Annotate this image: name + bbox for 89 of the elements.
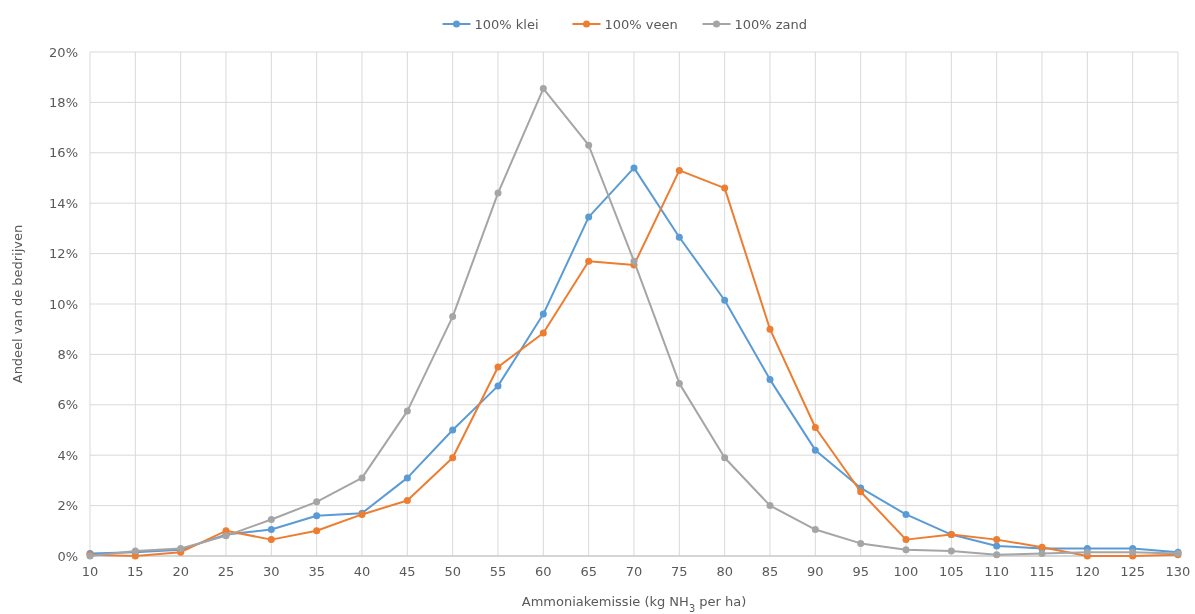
- point: [585, 141, 593, 149]
- point: [947, 547, 955, 555]
- y-tick-label: 4%: [57, 447, 78, 463]
- point: [539, 310, 547, 318]
- point: [267, 526, 275, 534]
- point: [267, 536, 275, 544]
- point: [721, 454, 729, 462]
- point: [630, 164, 638, 172]
- point: [313, 512, 321, 520]
- point: [449, 313, 457, 321]
- point: [585, 257, 593, 265]
- x-tick-label: 80: [716, 564, 733, 579]
- point: [811, 526, 819, 534]
- x-tick-label: 15: [127, 564, 144, 579]
- point: [267, 515, 275, 523]
- y-tick-label: 6%: [57, 397, 78, 413]
- point: [403, 474, 411, 482]
- point: [358, 474, 366, 482]
- x-tick-label: 55: [489, 564, 507, 579]
- point: [766, 502, 774, 510]
- x-tick-label: 30: [263, 564, 280, 579]
- y-tick-label: 14%: [49, 195, 78, 211]
- x-tick-label: 100: [893, 564, 919, 579]
- y-tick-label: 20%: [49, 44, 78, 60]
- point: [902, 510, 910, 518]
- x-tick-label: 115: [1029, 564, 1055, 579]
- x-tick-label: 40: [353, 564, 371, 579]
- point: [449, 426, 457, 434]
- point: [539, 329, 547, 337]
- point: [403, 407, 411, 415]
- y-axis-title: Andeel van de bedrijven: [10, 224, 25, 384]
- y-tick-label: 16%: [49, 145, 78, 161]
- point: [721, 184, 729, 192]
- legend-label: 100% veen: [604, 16, 678, 32]
- point: [811, 446, 819, 454]
- point: [494, 382, 502, 390]
- point: [494, 363, 502, 371]
- point: [1038, 549, 1046, 557]
- point: [630, 257, 638, 265]
- x-tick-label: 85: [761, 564, 779, 579]
- point: [1083, 548, 1091, 556]
- point: [811, 423, 819, 431]
- x-tick-label: 75: [671, 564, 688, 579]
- point: [403, 497, 411, 505]
- x-tick-label: 10: [81, 564, 99, 579]
- point: [766, 376, 774, 384]
- x-tick-label: 60: [535, 564, 552, 579]
- point: [857, 488, 865, 496]
- point: [313, 527, 321, 535]
- point: [1129, 548, 1137, 556]
- x-tick-label: 35: [308, 564, 325, 579]
- legend-label: 100% klei: [474, 16, 539, 32]
- point: [721, 296, 729, 304]
- y-tick-label: 10%: [49, 296, 78, 312]
- point: [902, 546, 910, 554]
- x-axis-title: Ammoniakemissie (kg NH$_{3}$ per ha): [521, 594, 747, 614]
- point: [585, 213, 593, 221]
- x-tick-label: 120: [1074, 564, 1100, 579]
- x-tick-label: 95: [852, 564, 869, 579]
- x-tick-label: 105: [938, 564, 964, 579]
- x-tick-label: 50: [444, 564, 461, 579]
- point: [313, 498, 321, 506]
- x-tick-label: 90: [807, 564, 824, 579]
- point: [675, 379, 683, 387]
- y-tick-label: 2%: [57, 498, 78, 514]
- point: [902, 536, 910, 544]
- point: [993, 542, 1001, 550]
- y-tick-label: 12%: [49, 246, 78, 262]
- point: [675, 166, 683, 174]
- y-tick-label: 0%: [57, 548, 78, 564]
- point: [539, 85, 547, 93]
- point: [449, 454, 457, 462]
- point: [857, 539, 865, 547]
- point: [766, 325, 774, 333]
- point: [494, 189, 502, 197]
- y-tick-label: 8%: [57, 346, 78, 362]
- x-tick-label: 70: [625, 564, 643, 579]
- x-tick-label: 20: [172, 564, 189, 579]
- point: [993, 551, 1001, 559]
- x-tick-label: 110: [984, 564, 1010, 579]
- x-tick-label: 65: [580, 564, 597, 579]
- legend-label: 100% zand: [734, 16, 808, 32]
- x-tick-label: 25: [217, 564, 235, 579]
- y-tick-label: 18%: [49, 94, 78, 110]
- point: [993, 536, 1001, 544]
- x-tick-label: 45: [399, 564, 416, 579]
- x-tick-label: 125: [1120, 564, 1146, 579]
- point: [675, 233, 683, 241]
- x-tick-label: 130: [1165, 564, 1191, 579]
